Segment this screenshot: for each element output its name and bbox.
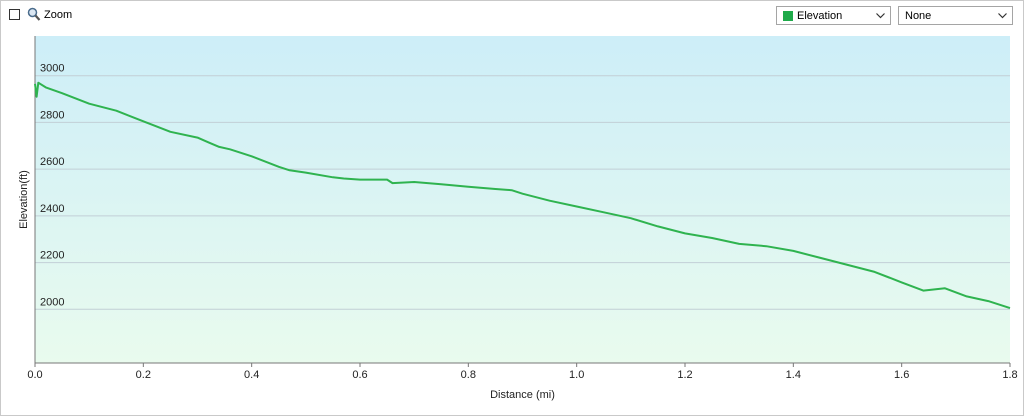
- secondary-series-select[interactable]: None: [898, 6, 1013, 25]
- x-tick-label: 0.6: [352, 369, 367, 381]
- x-tick-label: 1.0: [569, 369, 584, 381]
- x-axis-label: Distance (mi): [490, 389, 555, 401]
- y-tick-label: 2200: [40, 250, 64, 262]
- elevation-chart[interactable]: 2000 2200 2400 2600 2800 3000 0.0 0.2 0.4 0.6 0.8 1…: [0, 32, 1024, 416]
- series-select-value: Elevation: [797, 10, 843, 22]
- x-tick-label: 1.6: [894, 369, 909, 381]
- chart-toolbar: Zoom Elevation None: [0, 0, 1024, 32]
- x-tick-label: 1.8: [1002, 369, 1017, 381]
- y-tick-label: 2600: [40, 156, 64, 168]
- x-tick-label: 0.8: [461, 369, 476, 381]
- elevation-color-swatch: [783, 11, 793, 21]
- y-tick-label: 2400: [40, 203, 64, 215]
- elevation-series-line: [34, 81, 1011, 310]
- x-tick-label: 0.0: [27, 369, 42, 381]
- chevron-down-icon: [998, 13, 1007, 19]
- secondary-select-value: None: [905, 10, 932, 22]
- x-tick-label: 1.2: [677, 369, 692, 381]
- x-tick-label: 0.2: [136, 369, 151, 381]
- chart-canvas: 2000 2200 2400 2600 2800 3000 0.0 0.2 0.4 0.6 0.8 1…: [18, 36, 1018, 401]
- zoom-checkbox[interactable]: [9, 9, 20, 20]
- x-tick-label: 1.4: [786, 369, 801, 381]
- y-tick-label: 3000: [40, 63, 64, 75]
- y-axis-label: Elevation(ft): [18, 170, 30, 229]
- magnifier-icon: [27, 7, 41, 21]
- zoom-label: Zoom: [44, 9, 73, 21]
- y-tick-label: 2000: [40, 296, 64, 308]
- series-select[interactable]: Elevation: [776, 6, 891, 25]
- x-tick-label: 0.4: [244, 369, 259, 381]
- y-tick-label: 2800: [40, 109, 64, 121]
- chevron-down-icon: [876, 13, 885, 19]
- plot-background: [35, 36, 1010, 363]
